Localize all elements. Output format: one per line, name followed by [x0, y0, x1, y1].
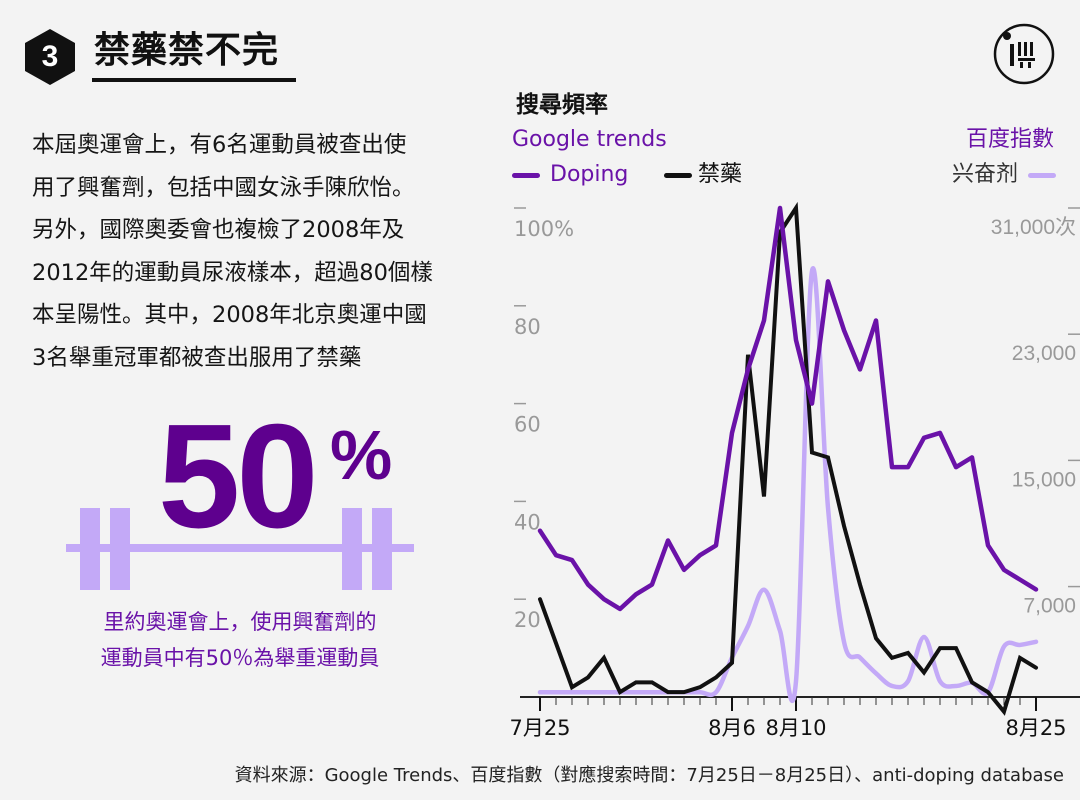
legend-item-jinyao: 禁藥: [664, 158, 742, 192]
caption-line: 里約奧運會上，使用興奮劑的: [103, 610, 377, 634]
legend-swatch-baidu: [1028, 172, 1056, 178]
right-axis-title: 百度指數: [965, 127, 1054, 152]
legend-item-baidu: 兴奋剂: [952, 158, 1056, 192]
section-number-hexagon: [25, 29, 75, 85]
series-line-doping: [537, 205, 1039, 612]
paragraph-line: 本呈陽性。其中，2008年北京奧運中國: [32, 302, 427, 328]
highlight-unit: %: [330, 416, 393, 494]
x-tick-label: 8月25: [1005, 716, 1066, 740]
legend-label-baidu: 兴奋剂: [951, 162, 1018, 187]
right-axis-tick-label: 15,000: [1012, 468, 1076, 491]
x-tick-label: 7月25: [509, 716, 570, 740]
paragraph-line: 2012年的運動員尿液樣本，超過80個樣: [32, 259, 433, 286]
right-axis-tick-label: 31,000次: [991, 216, 1076, 239]
legend-label-jinyao: 禁藥: [698, 162, 743, 187]
legend-item-doping: Doping: [512, 158, 628, 192]
section-number: 3: [41, 40, 59, 73]
highlight-value: 50: [158, 394, 319, 559]
left-axis-title: Google trends: [512, 127, 667, 152]
x-tick-label: 8月6: [708, 716, 756, 740]
intro-paragraph: 本屆奧運會上，有6名運動員被查出使 用了興奮劑，包括中國女泳手陳欣怡。 另外，國…: [32, 124, 482, 379]
legend-swatch-doping: [512, 172, 540, 178]
left-axis-tick-label: 40: [514, 510, 541, 534]
left-axis-tick-label: 100%: [514, 217, 574, 241]
legend-label-doping: Doping: [550, 162, 629, 187]
page-title: 禁藥禁不完: [94, 30, 280, 71]
logo-icon: [993, 23, 1055, 85]
chart-title: 搜尋頻率: [516, 92, 608, 118]
left-axis-tick-label: 80: [514, 315, 541, 339]
paragraph-line: 另外，國際奧委會也複檢了2008年及: [32, 217, 405, 243]
x-tick-label: 8月10: [765, 716, 826, 740]
right-axis-tick-label: 7,000: [1023, 595, 1076, 618]
title-underline: [92, 78, 296, 82]
caption-line: 運動員中有50％為舉重運動員: [100, 646, 380, 670]
right-axis-tick-label: 23,000: [1012, 342, 1076, 365]
left-axis-tick-label: 60: [514, 413, 541, 437]
series-line-jinyao: [538, 201, 1038, 716]
series-line-baidu: [537, 266, 1039, 703]
left-axis-tick-label: 20: [514, 608, 541, 632]
barbell-icon: [66, 508, 414, 590]
paragraph-line: 用了興奮劑，包括中國女泳手陳欣怡。: [32, 174, 415, 201]
source-note: 資料來源：Google Trends、百度指數（對應搜索時間：7月25日－8月2…: [234, 765, 1064, 786]
paragraph-line: 3名舉重冠軍都被查出服用了禁藥: [32, 344, 362, 371]
legend-swatch-jinyao: [664, 172, 692, 178]
paragraph-line: 本屆奧運會上，有6名運動員被查出使: [32, 132, 407, 158]
highlight-caption: 里約奧運會上，使用興奮劑的 運動員中有50％為舉重運動員: [60, 604, 420, 676]
